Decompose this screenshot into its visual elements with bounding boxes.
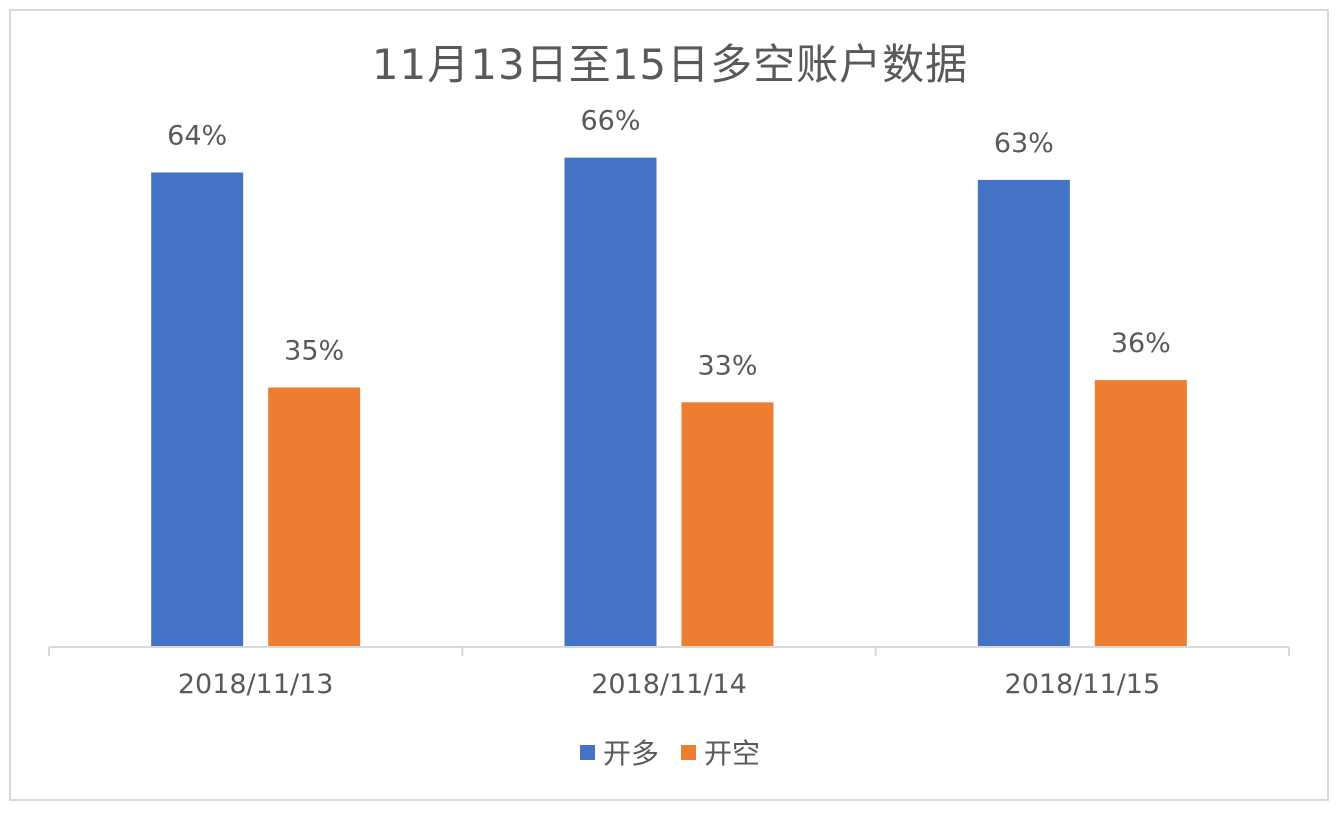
x-tick-label-3: 2018/11/15 — [1005, 669, 1161, 700]
data-label-long-3: 63% — [994, 128, 1054, 159]
legend-item-long: 开多 — [579, 732, 659, 772]
bar-long-1 — [151, 172, 244, 647]
x-tick-label-1: 2018/11/13 — [178, 669, 334, 700]
data-label-short-2: 33% — [697, 350, 757, 381]
legend-label-short: 开空 — [704, 737, 761, 770]
data-label-long-1: 64% — [167, 120, 227, 151]
legend-item-short: 开空 — [681, 732, 760, 772]
legend-swatch-long — [579, 744, 595, 760]
bar-short-1 — [268, 387, 361, 647]
data-label-short-3: 36% — [1111, 328, 1171, 359]
legend: 开多 开空 — [0, 732, 1340, 772]
bar-long-2 — [564, 157, 657, 647]
bar-long-3 — [977, 179, 1070, 647]
bar-short-2 — [681, 402, 774, 647]
chart-title: 11月13日至15日多空账户数据 — [371, 40, 969, 89]
legend-label-long: 开多 — [602, 737, 659, 770]
data-label-long-2: 66% — [580, 106, 640, 137]
x-tick-label-2: 2018/11/14 — [591, 669, 747, 700]
bar-short-3 — [1094, 380, 1187, 647]
data-label-short-1: 35% — [284, 336, 344, 367]
legend-swatch-short — [681, 744, 696, 760]
